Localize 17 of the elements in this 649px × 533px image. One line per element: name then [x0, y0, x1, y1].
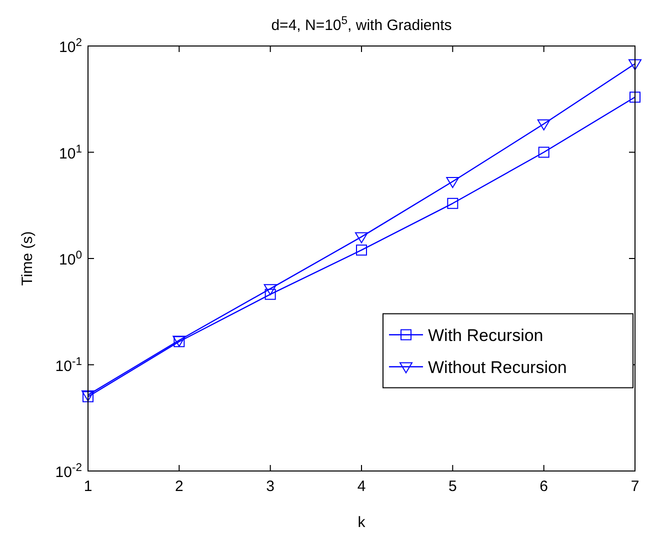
legend-label: Without Recursion — [428, 358, 567, 377]
x-tick-label: 2 — [174, 478, 184, 495]
x-tick-label: 3 — [266, 478, 275, 495]
y-axis-title: Time (s) — [19, 231, 36, 286]
x-tick-label: 5 — [448, 478, 457, 495]
y-tick-label: 10$^{-2}$ — [55, 462, 82, 481]
x-tick-label: 4 — [357, 478, 366, 495]
y-tick-label: 10$^{2}$ — [59, 37, 82, 56]
y-tick-label: 10$^{1}$ — [59, 143, 82, 162]
x-tick-label: 1 — [84, 478, 92, 495]
x-tick-label: 7 — [630, 478, 640, 495]
y-tick-label: 10$^{0}$ — [59, 250, 82, 268]
chart-title: d=4, N=10$^{5}$, with Gradients — [271, 15, 452, 34]
legend-label: With Recursion — [428, 326, 544, 345]
x-axis-title: k — [358, 514, 366, 531]
y-tick-label: 10$^{-1}$ — [55, 356, 82, 375]
x-tick-label: 6 — [540, 478, 548, 495]
